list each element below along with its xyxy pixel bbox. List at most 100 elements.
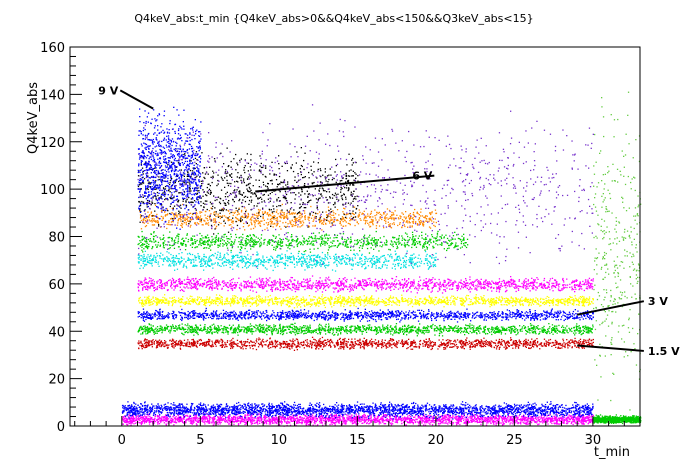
- data-point: [385, 417, 386, 418]
- data-point: [164, 417, 165, 418]
- data-point: [248, 417, 249, 418]
- data-point: [329, 415, 330, 416]
- data-point: [477, 415, 478, 416]
- data-point: [585, 414, 586, 415]
- data-point: [569, 415, 570, 416]
- data-point: [361, 421, 362, 422]
- data-point: [568, 417, 569, 418]
- data-point: [377, 421, 378, 422]
- data-point: [413, 403, 414, 404]
- data-point: [475, 412, 476, 413]
- data-point: [483, 415, 484, 416]
- data-point: [535, 415, 536, 416]
- data-point: [344, 422, 345, 423]
- data-point: [193, 420, 194, 421]
- data-point: [179, 417, 180, 418]
- data-point: [314, 421, 315, 422]
- data-point: [260, 412, 261, 413]
- data-point: [213, 408, 214, 409]
- data-point: [531, 422, 532, 423]
- data-point: [576, 402, 577, 403]
- data-point: [269, 423, 270, 424]
- data-point: [457, 420, 458, 421]
- data-point: [389, 410, 390, 411]
- data-point: [460, 419, 461, 420]
- data-point: [573, 407, 574, 408]
- data-point: [305, 421, 306, 422]
- data-point: [136, 416, 137, 417]
- data-point: [532, 416, 533, 417]
- data-point: [468, 417, 469, 418]
- data-point: [208, 404, 209, 405]
- data-point: [500, 411, 501, 412]
- data-point: [256, 422, 257, 423]
- data-point: [252, 417, 253, 418]
- data-point: [417, 421, 418, 422]
- data-point: [513, 419, 514, 420]
- data-point: [475, 414, 476, 415]
- data-point: [159, 417, 160, 418]
- data-point: [533, 409, 534, 410]
- data-point: [584, 409, 585, 410]
- data-point: [431, 411, 432, 412]
- data-point: [333, 422, 334, 423]
- data-point: [344, 405, 345, 406]
- data-point: [130, 415, 131, 416]
- data-point: [214, 410, 215, 411]
- data-point: [335, 417, 336, 418]
- data-point: [395, 404, 396, 405]
- data-point: [582, 421, 583, 422]
- data-point: [125, 405, 126, 406]
- data-point: [225, 417, 226, 418]
- data-point: [276, 405, 277, 406]
- data-point: [529, 404, 530, 405]
- data-point: [505, 407, 506, 408]
- data-point: [151, 404, 152, 405]
- data-point: [261, 404, 262, 405]
- data-point: [486, 422, 487, 423]
- data-point: [585, 417, 586, 418]
- data-point: [422, 418, 423, 419]
- data-point: [194, 413, 195, 414]
- data-point: [506, 422, 507, 423]
- data-point: [216, 415, 217, 416]
- data-point: [564, 419, 565, 420]
- data-point: [433, 413, 434, 414]
- data-point: [160, 422, 161, 423]
- data-point: [243, 421, 244, 422]
- data-point: [177, 420, 178, 421]
- data-point: [317, 410, 318, 411]
- data-point: [506, 403, 507, 404]
- data-point: [576, 409, 577, 410]
- data-point: [392, 411, 393, 412]
- data-point: [149, 423, 150, 424]
- data-point: [359, 407, 360, 408]
- data-point: [139, 422, 140, 423]
- data-point: [169, 410, 170, 411]
- data-point: [257, 420, 258, 421]
- data-point: [230, 422, 231, 423]
- data-point: [251, 415, 252, 416]
- data-point: [203, 418, 204, 419]
- data-point: [290, 414, 291, 415]
- data-point: [195, 414, 196, 415]
- data-point: [293, 418, 294, 419]
- data-point: [488, 416, 489, 417]
- data-point: [395, 408, 396, 409]
- data-point: [233, 406, 234, 407]
- data-point: [340, 416, 341, 417]
- data-point: [463, 420, 464, 421]
- data-point: [221, 422, 222, 423]
- data-point: [493, 416, 494, 417]
- data-point: [364, 404, 365, 405]
- data-point: [136, 420, 137, 421]
- data-point: [169, 416, 170, 417]
- data-point: [465, 405, 466, 406]
- data-point: [167, 409, 168, 410]
- data-point: [415, 422, 416, 423]
- data-point: [126, 422, 127, 423]
- data-point: [178, 405, 179, 406]
- data-point: [522, 420, 523, 421]
- data-point: [541, 416, 542, 417]
- data-point: [443, 418, 444, 419]
